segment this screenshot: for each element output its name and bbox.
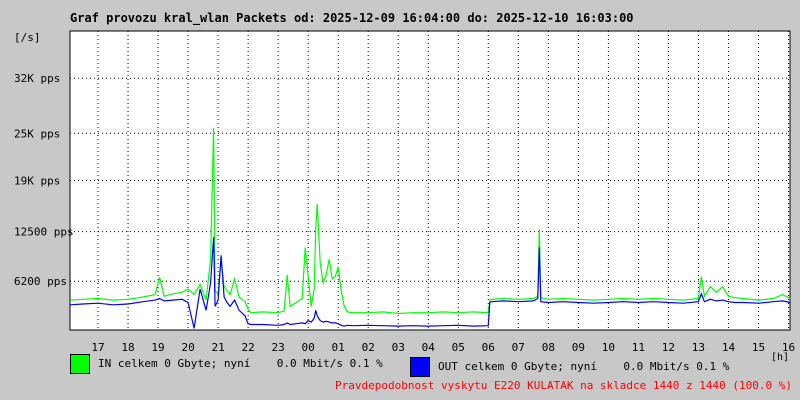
x-axis: 17 18 19 20 21 22 23 00 01 02 03 04 05 06 07 08 09 10 11 12… [91, 341, 795, 354]
chart-title: Graf provozu kral_wlan Packets od: 2025-… [70, 11, 634, 26]
x-tick-label: 06 [482, 341, 495, 354]
x-tick-label: 04 [422, 341, 436, 354]
x-tick-label: 11 [632, 341, 645, 354]
x-tick-label: 12 [662, 341, 675, 354]
x-tick-label: 19 [151, 341, 164, 354]
y-tick-label: 25K pps [14, 127, 60, 140]
x-tick-label: 05 [452, 341, 465, 354]
x-tick-label: 03 [392, 341, 405, 354]
series-line-out [70, 237, 791, 329]
x-tick-label: 07 [512, 341, 525, 354]
x-tick-label: 08 [542, 341, 555, 354]
y-tick-label: 19K pps [14, 175, 60, 188]
x-tick-label: 18 [121, 341, 134, 354]
x-tick-label: 01 [332, 341, 345, 354]
legend-out: OUT celkem 0 Gbyte; nyní 0.0 Mbit/s 0.1 … [410, 357, 730, 377]
y-tick-label: 6200 pps [14, 275, 67, 288]
legend-out-text: OUT celkem 0 Gbyte; nyní 0.0 Mbit/s 0.1 … [438, 360, 730, 373]
y-tick-label: 12500 pps [14, 226, 74, 239]
x-tick-label: 09 [572, 341, 585, 354]
series-line-in [70, 127, 791, 315]
footer-note: Pravdepodobnost vyskytu E220 KULATAK na … [335, 379, 792, 392]
x-axis-unit-label: [h] [771, 352, 789, 363]
x-tick-label: 02 [362, 341, 375, 354]
y-tick-label: 32K pps [14, 72, 60, 85]
grid [70, 31, 790, 330]
x-tick-label: 22 [241, 341, 254, 354]
x-tick-label: 21 [211, 341, 224, 354]
legend: IN celkem 0 Gbyte; nyní 0.0 Mbit/s 0.1 %… [70, 354, 730, 377]
out-color-swatch [410, 357, 430, 377]
x-tick-label: 13 [692, 341, 705, 354]
x-tick-label: 15 [752, 341, 765, 354]
y-axis-unit-label: [/s] [14, 31, 41, 44]
legend-in: IN celkem 0 Gbyte; nyní 0.0 Mbit/s 0.1 % [70, 354, 729, 374]
x-tick-label: 23 [272, 341, 285, 354]
x-tick-label: 17 [91, 341, 104, 354]
y-axis: 6200 pps 12500 pps 19K pps 25K pps 32K pps [14, 72, 74, 288]
in-color-swatch [70, 354, 90, 374]
x-tick-label: 14 [722, 341, 736, 354]
x-tick-label: 00 [302, 341, 315, 354]
x-tick-label: 20 [181, 341, 194, 354]
series-layer [70, 127, 791, 329]
legend-in-text: IN celkem 0 Gbyte; nyní 0.0 Mbit/s 0.1 % [98, 357, 383, 370]
x-tick-label: 16 [782, 341, 795, 354]
x-tick-label: 10 [602, 341, 615, 354]
